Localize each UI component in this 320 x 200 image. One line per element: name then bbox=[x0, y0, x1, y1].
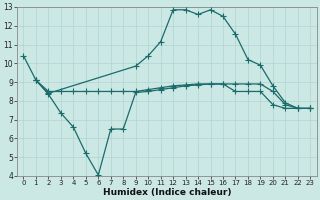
X-axis label: Humidex (Indice chaleur): Humidex (Indice chaleur) bbox=[103, 188, 231, 197]
